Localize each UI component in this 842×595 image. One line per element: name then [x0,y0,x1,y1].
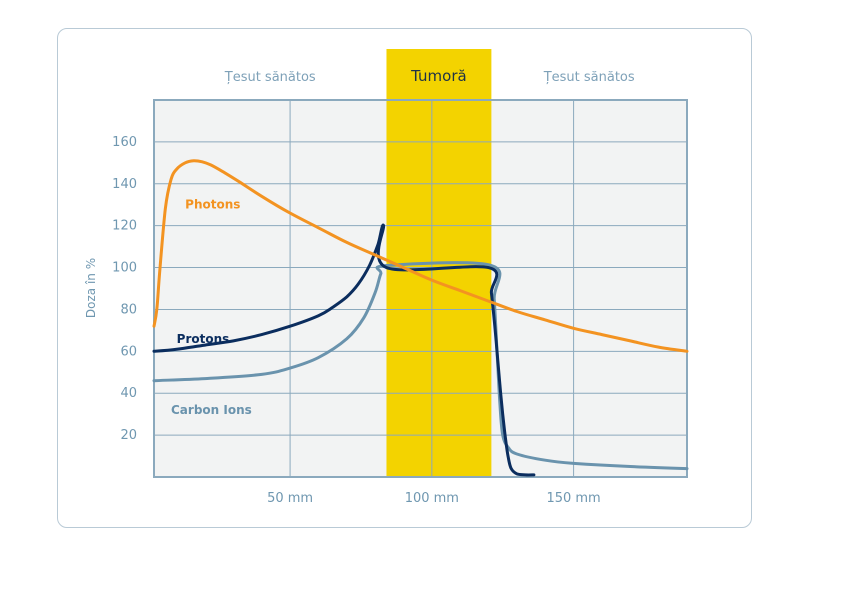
protons-label: Protons [177,332,230,346]
y-axis-label: Doza în % [84,258,98,318]
x-tick-label: 150 mm [546,491,600,506]
region-label: Țesut sănătos [543,70,635,85]
series-labels: Photons Protons Carbon Ions [171,198,252,417]
y-tick-label: 60 [120,344,137,359]
y-axis-ticks: 20 40 60 80 100 120 140 160 [112,135,137,443]
y-tick-label: 140 [112,177,137,192]
y-tick-label: 160 [112,135,137,150]
carbon-ions-line [152,261,689,471]
region-labels: Țesut sănătos Tumoră Țesut sănătos [224,67,635,85]
plot-border [153,99,688,478]
y-tick-label: 100 [112,261,137,276]
y-tick-label: 80 [120,302,137,317]
region-label: Țesut sănătos [224,70,316,85]
x-tick-label: 100 mm [405,491,459,506]
carbon-ions-label: Carbon Ions [171,403,252,417]
photons-line [152,159,689,353]
x-axis-ticks: 50 mm 100 mm 150 mm [267,491,601,506]
series-lines [152,159,689,477]
region-label: Tumoră [410,67,467,85]
y-tick-label: 20 [120,428,137,443]
y-tick-label: 120 [112,219,137,234]
x-tick-label: 50 mm [267,491,313,506]
photons-label: Photons [185,198,240,212]
y-tick-label: 40 [120,386,137,401]
